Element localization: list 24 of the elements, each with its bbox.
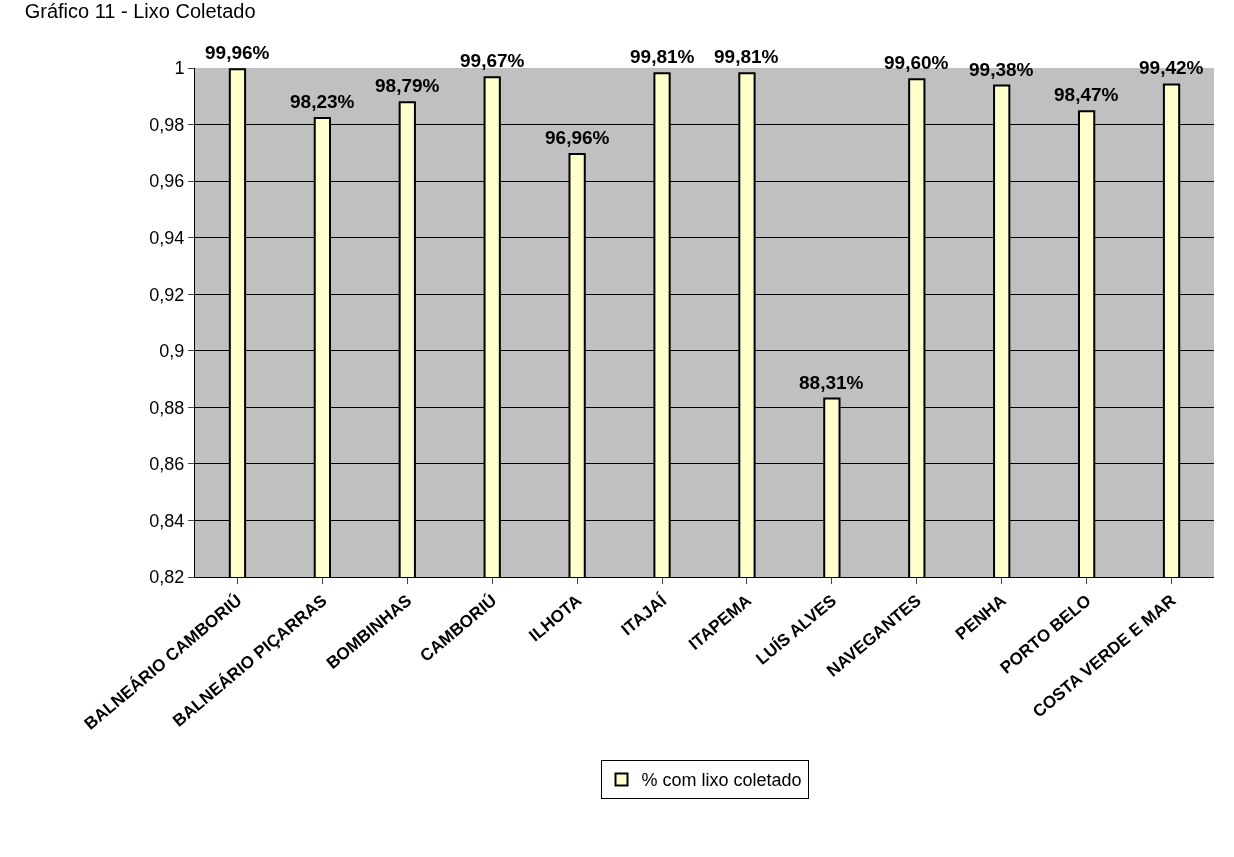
data-label: 96,96%: [545, 127, 610, 148]
chart-title: Gráfico 11 - Lixo Coletado: [24, 0, 256, 23]
data-label: 99,67%: [460, 50, 525, 71]
y-tick-label: 0,92: [149, 284, 185, 305]
y-tick-label: 0,86: [149, 454, 185, 475]
data-label: 99,60%: [884, 52, 949, 73]
y-tick-label: 0,88: [149, 397, 185, 418]
y-tick-label: 0,84: [149, 510, 185, 531]
data-label: 99,96%: [205, 42, 270, 63]
y-tick-label: 0,94: [149, 227, 185, 248]
legend-label: % com lixo coletado: [641, 770, 802, 791]
data-label: 98,23%: [290, 91, 355, 112]
y-tick-label: 0,96: [149, 171, 185, 192]
data-label: 99,81%: [714, 46, 779, 67]
data-label: 88,31%: [799, 372, 864, 393]
y-tick-label: 0,9: [159, 341, 185, 362]
data-label: 99,38%: [969, 59, 1034, 80]
data-label: 98,79%: [375, 75, 440, 96]
data-label: 99,81%: [630, 46, 695, 67]
data-label: 98,47%: [1054, 84, 1119, 105]
y-tick-label: 1: [174, 58, 185, 79]
y-tick-label: 0,82: [149, 567, 185, 588]
data-label: 99,42%: [1139, 57, 1204, 78]
y-tick-label: 0,98: [149, 114, 185, 135]
